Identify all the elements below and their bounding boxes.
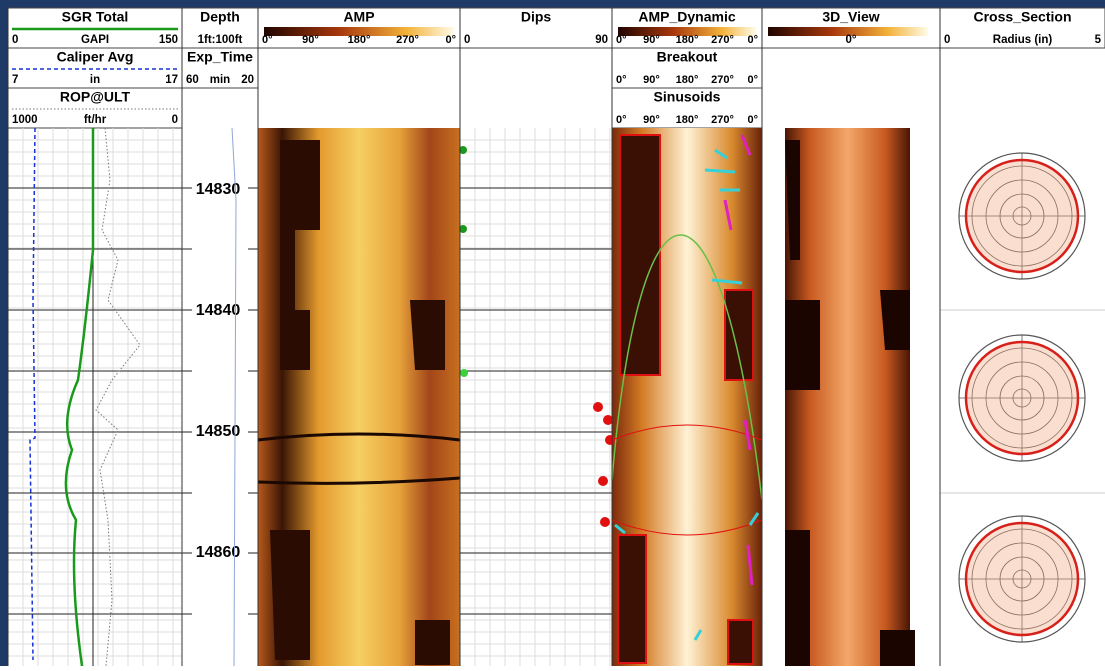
scale-label: 5 [1095, 34, 1102, 46]
dip [600, 517, 610, 527]
depth-label: 14860 [196, 544, 241, 561]
breakout-box [618, 535, 646, 663]
scale-label: 90° [643, 34, 660, 46]
track-title: Depth [200, 9, 240, 25]
scale-label: 270° [711, 34, 734, 46]
dip [605, 435, 615, 445]
scale-label: 180° [348, 34, 371, 46]
depth-label: 14850 [196, 423, 241, 440]
scale-label: 0° [747, 74, 758, 86]
track-title: Breakout [657, 49, 718, 65]
scale-label: 270° [711, 114, 734, 126]
scale-label: 90° [643, 114, 660, 126]
track-title: 3D_View [822, 9, 879, 25]
track-title: ROP@ULT [60, 89, 131, 105]
scale-label: 0 [464, 34, 470, 46]
scale-label: 1ft:100ft [198, 34, 243, 46]
scale-label: min [210, 74, 230, 86]
scale-label: 17 [165, 74, 178, 86]
scale-label: 90° [302, 34, 319, 46]
scale-label: 0° [262, 34, 273, 46]
dip [598, 476, 608, 486]
breakout-box [620, 135, 660, 375]
scale-label: 0° [846, 34, 857, 46]
scale-label: 90 [595, 34, 608, 46]
scale-label: 7 [12, 74, 18, 86]
scale-label: 0 [944, 34, 950, 46]
scale-label: 270° [711, 74, 734, 86]
scale-label: 1000 [12, 114, 38, 126]
breakout-box [728, 620, 753, 664]
scale-label: 0° [616, 34, 627, 46]
scale-label: 0° [747, 114, 758, 126]
dip [460, 369, 468, 377]
scale-label: Radius (in) [993, 34, 1053, 46]
track-title: Caliper Avg [57, 49, 134, 65]
track-title: Cross_Section [973, 9, 1071, 25]
track-title: Sinusoids [654, 89, 721, 105]
track-title: Dips [521, 9, 552, 25]
track-title: AMP_Dynamic [638, 9, 735, 25]
scale-label: 0° [747, 34, 758, 46]
track-title: AMP [343, 9, 374, 25]
scale-label: 270° [396, 34, 419, 46]
log-view: SGR Total 0 GAPI 150 Caliper Avg 7 in 17 ROP@ULT… [0, 0, 1105, 666]
breakout-box [725, 290, 753, 380]
dip [593, 402, 603, 412]
track-title: SGR Total [62, 9, 129, 25]
track-title: Exp_Time [187, 49, 253, 65]
scale-label: ft/hr [84, 114, 107, 126]
scale-label: 180° [676, 34, 699, 46]
scale-label: 180° [676, 74, 699, 86]
xs-shape [966, 160, 1078, 272]
scale-label: 0 [12, 34, 18, 46]
scale-label: 60 [186, 74, 199, 86]
scale-label: 0° [616, 114, 627, 126]
xs-shape [966, 523, 1078, 635]
xs-shape [966, 342, 1078, 454]
scale-label: 180° [676, 114, 699, 126]
scale-label: 90° [643, 74, 660, 86]
depth-label: 14830 [196, 181, 241, 198]
scale-label: 150 [159, 34, 178, 46]
scale-label: in [90, 74, 100, 86]
scale-label: 0° [445, 34, 456, 46]
scale-label: GAPI [81, 34, 109, 46]
depth-label: 14840 [196, 302, 241, 319]
scale-label: 0° [616, 74, 627, 86]
scale-label: 20 [241, 74, 254, 86]
scale-label: 0 [172, 114, 178, 126]
